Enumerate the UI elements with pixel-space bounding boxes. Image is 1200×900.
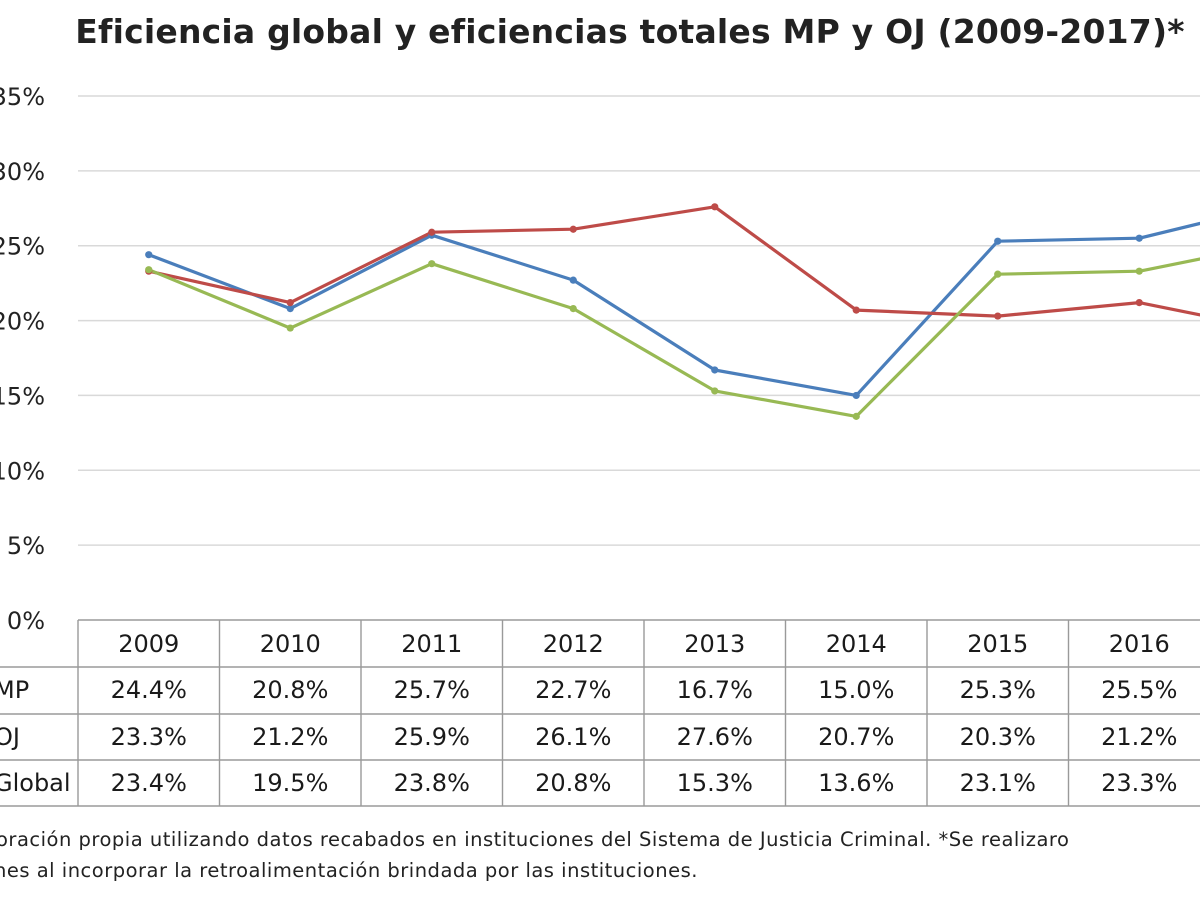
data-point-oj: [711, 203, 719, 211]
y-tick-label: 35%: [0, 83, 45, 111]
data-label: 20.8%: [535, 769, 611, 797]
data-point-mp: [569, 276, 577, 284]
chart-title: Eficiencia global y eficiencias totales …: [75, 12, 1185, 51]
data-label: 16.7%: [677, 676, 753, 704]
data-point-mp: [852, 391, 860, 400]
data-label: 26.1%: [535, 723, 611, 751]
data-point-global: [145, 266, 153, 274]
x-tick-label: 2009: [118, 630, 179, 658]
data-label: 20.7%: [818, 723, 894, 751]
data-label: 23.1%: [960, 769, 1036, 797]
x-tick-label: 2010: [260, 630, 321, 658]
data-label: 20.8%: [252, 676, 328, 704]
data-point-global: [428, 260, 436, 268]
x-tick-label: 2015: [967, 630, 1028, 658]
data-label: 24.4%: [111, 676, 187, 704]
data-point-oj: [994, 312, 1002, 320]
series-line-global: [148, 257, 1200, 418]
x-tick-label: 2016: [1109, 630, 1170, 658]
legend-label-oj: OJ: [0, 723, 20, 751]
data-label: 25.9%: [394, 723, 470, 751]
data-label: 23.8%: [394, 769, 470, 797]
data-label: 21.2%: [252, 723, 328, 751]
source-note-line-1: oración propia utilizando datos recabado…: [0, 828, 1070, 851]
data-label: 15.0%: [818, 676, 894, 704]
y-tick-label: 20%: [0, 308, 45, 336]
data-point-oj: [286, 299, 294, 307]
data-point-oj: [852, 306, 860, 314]
y-tick-label: 30%: [0, 158, 45, 186]
data-label: 23.3%: [111, 723, 187, 751]
data-point-mp: [711, 366, 719, 374]
data-point-oj: [569, 225, 577, 233]
data-point-global: [286, 324, 294, 332]
data-point-global: [1135, 267, 1143, 275]
data-label: 21.2%: [1101, 723, 1177, 751]
x-tick-label: 2012: [543, 630, 604, 658]
data-label: 25.5%: [1101, 676, 1177, 704]
x-tick-label: 2014: [826, 630, 887, 658]
data-point-mp: [994, 237, 1002, 245]
data-label: 25.7%: [394, 676, 470, 704]
data-label: 25.3%: [960, 676, 1036, 704]
data-point-global: [852, 412, 860, 420]
data-label: 19.5%: [252, 769, 328, 797]
data-point-mp: [1135, 234, 1143, 242]
data-label: 23.3%: [1101, 769, 1177, 797]
data-point-mp: [145, 251, 153, 259]
data-label: 23.4%: [111, 769, 187, 797]
data-label: 27.6%: [677, 723, 753, 751]
grid-lines: [78, 95, 1200, 546]
data-point-global: [711, 387, 719, 395]
data-point-oj: [428, 228, 436, 236]
data-label: 15.3%: [677, 769, 753, 797]
data-points: [145, 203, 1143, 420]
y-tick-label: 5%: [7, 532, 45, 560]
data-table: 2009 2010 2011 2012 2013 2014 2015 2016 MP 24.4% 2…: [0, 619, 1200, 807]
data-label: 22.7%: [535, 676, 611, 704]
data-point-global: [994, 270, 1002, 278]
data-point-oj: [1135, 299, 1143, 307]
series-lines: [148, 205, 1200, 418]
y-tick-label: 15%: [0, 382, 45, 410]
data-point-global: [569, 304, 577, 313]
y-axis-tick-labels: 0% 5% 10% 15% 20% 25% 30% 35%: [0, 83, 45, 635]
x-tick-label: 2013: [684, 630, 745, 658]
source-note-line-2: nes al incorporar la retroalimentación b…: [0, 859, 698, 882]
y-tick-label: 0%: [7, 607, 45, 635]
data-label: 13.6%: [818, 769, 894, 797]
series-line-oj: [148, 205, 1200, 318]
data-label: 20.3%: [960, 723, 1036, 751]
legend-label-global: Global: [0, 769, 71, 797]
y-tick-label: 10%: [0, 457, 45, 485]
legend-label-mp: MP: [0, 676, 29, 704]
data-point-mp: [286, 304, 294, 313]
x-tick-label: 2011: [401, 630, 462, 658]
y-tick-label: 25%: [0, 233, 45, 261]
